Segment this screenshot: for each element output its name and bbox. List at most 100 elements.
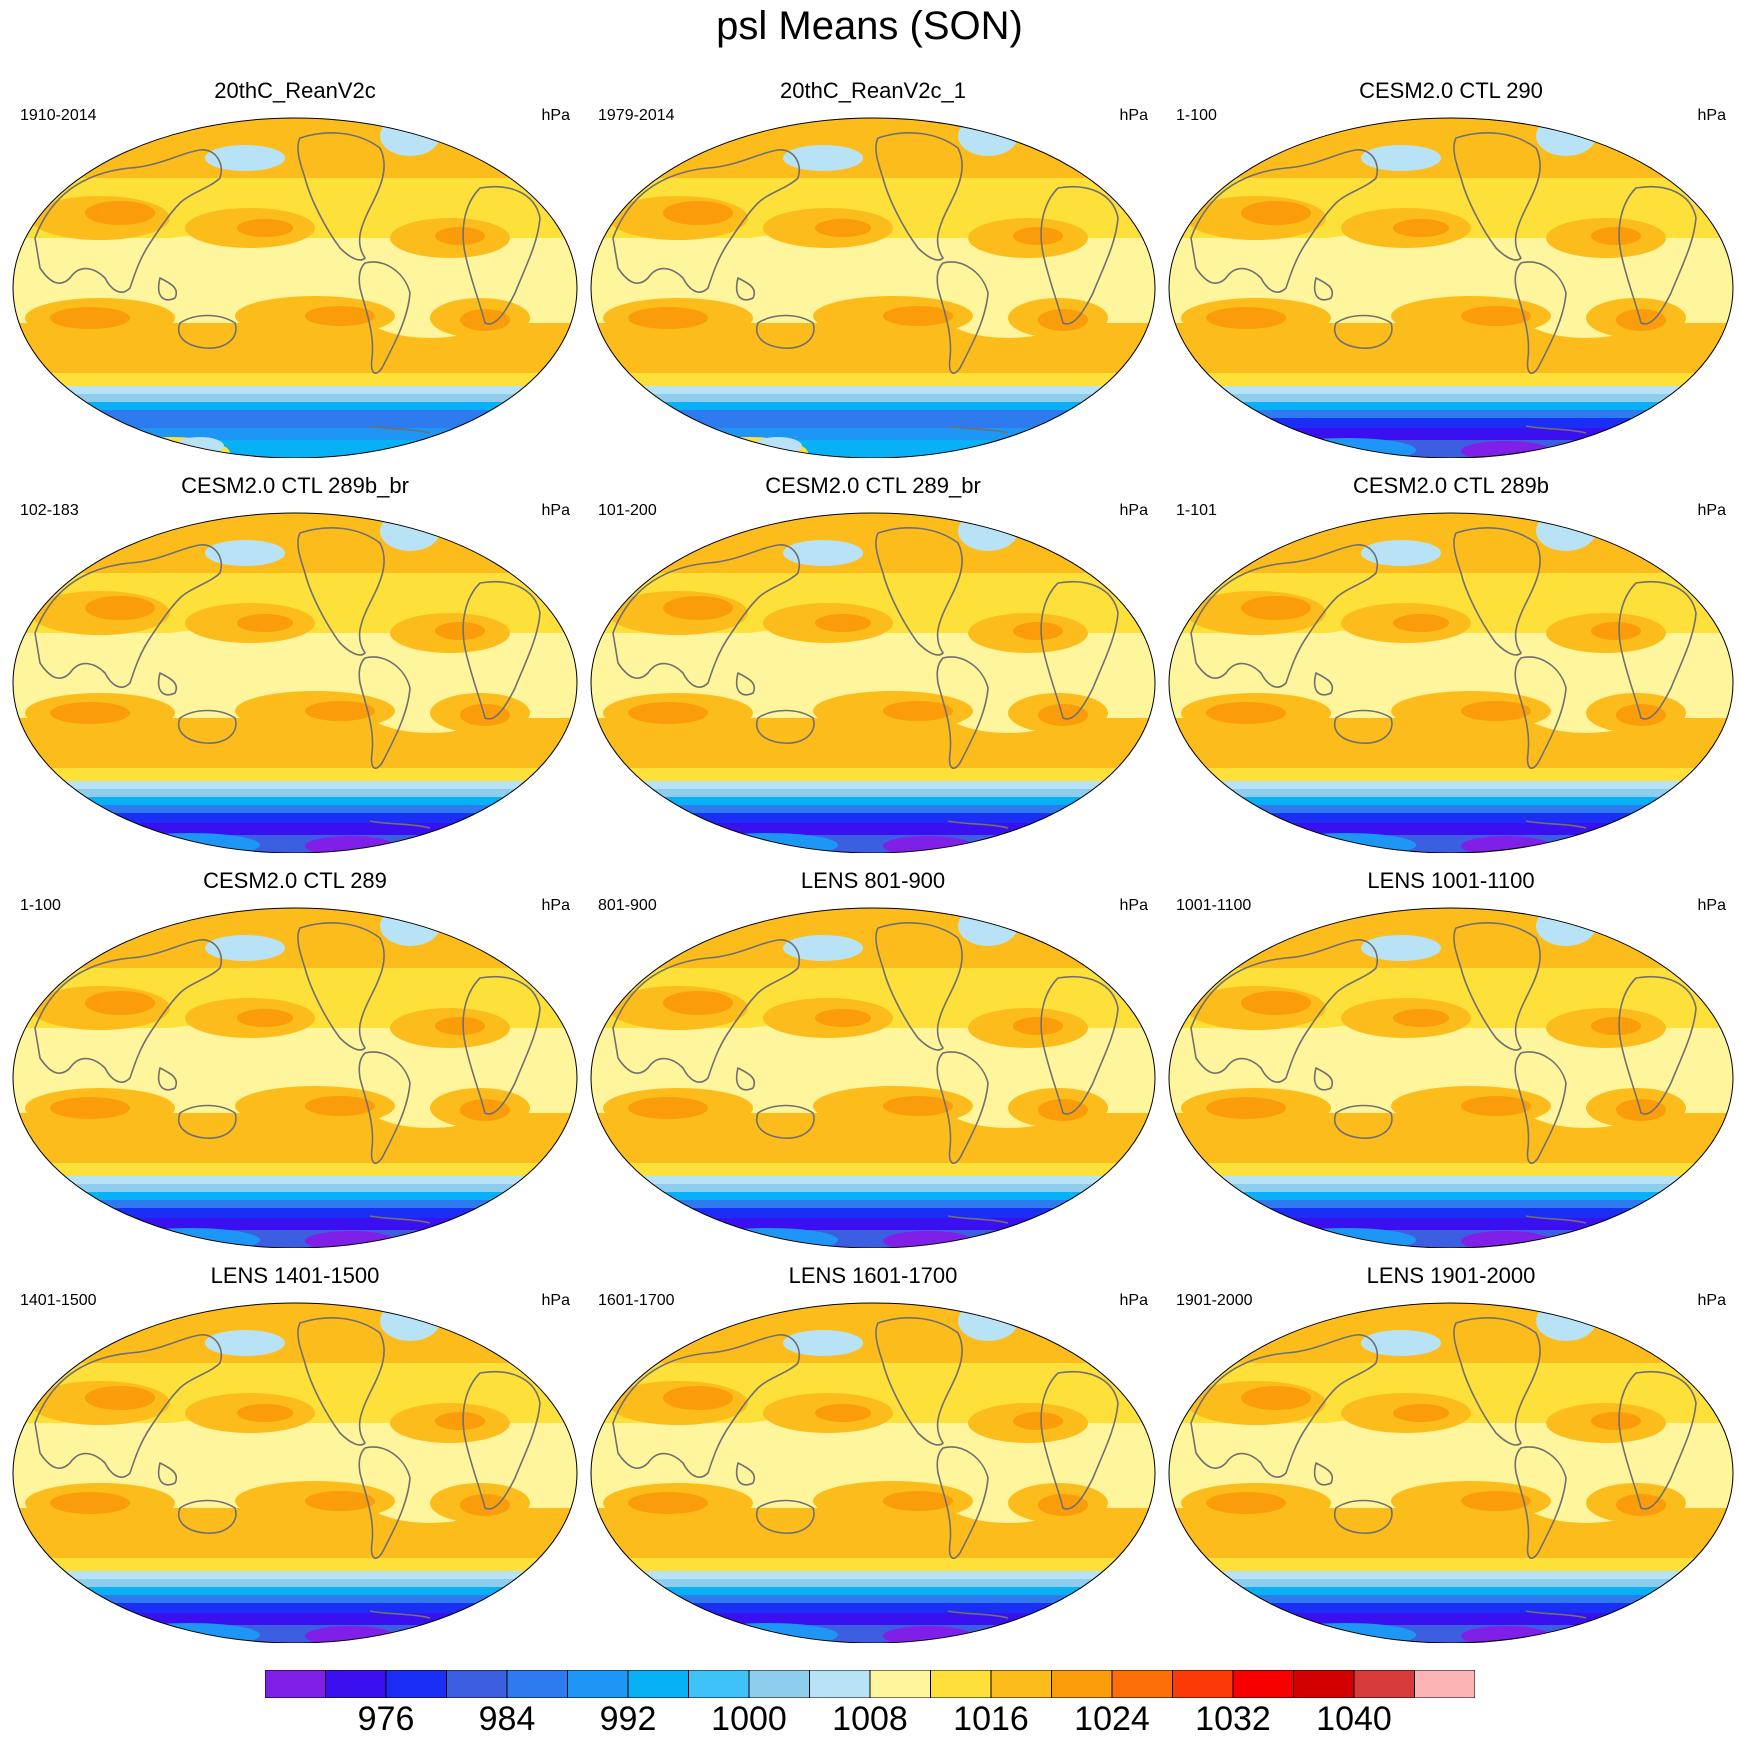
coastline bbox=[358, 656, 411, 769]
coastline bbox=[1618, 1371, 1697, 1510]
coastline bbox=[875, 922, 963, 1051]
coastline bbox=[875, 132, 963, 261]
antarctic-interior-pale bbox=[754, 437, 802, 455]
north-atlantic-high-core bbox=[1013, 1412, 1063, 1430]
north-pacific-high-core bbox=[815, 614, 871, 632]
coastline bbox=[936, 656, 989, 769]
siberian-high-core bbox=[85, 1386, 155, 1410]
indian-ocean-high-core bbox=[50, 1097, 130, 1119]
north-pacific-high-core bbox=[237, 1404, 293, 1422]
map-outline bbox=[12, 907, 578, 1248]
indian-ocean-high-core bbox=[628, 702, 708, 724]
band-antarctica bbox=[1169, 1230, 1733, 1248]
icelandic-low bbox=[1536, 1303, 1596, 1341]
panel-period: 801-900 bbox=[598, 897, 657, 914]
pressure-field bbox=[1169, 118, 1733, 458]
band-south-1008 bbox=[1169, 1571, 1733, 1579]
band-south-transition bbox=[1169, 768, 1733, 781]
icelandic-low bbox=[380, 513, 440, 551]
colorbar-swatch bbox=[1293, 1670, 1355, 1698]
band-south-988 bbox=[1169, 410, 1733, 418]
pressure-field bbox=[13, 908, 577, 1248]
band-antarctica bbox=[1169, 835, 1733, 853]
panel-units: hPa bbox=[541, 502, 570, 519]
coastline bbox=[358, 261, 411, 374]
siberian-high-core bbox=[1241, 991, 1311, 1015]
band-south-transition bbox=[13, 768, 577, 781]
panel-title: LENS 801-900 bbox=[800, 868, 946, 893]
band-south-980 bbox=[591, 1603, 1155, 1613]
icelandic-low bbox=[380, 1303, 440, 1341]
band-south-980 bbox=[591, 1208, 1155, 1218]
band-southern-ocean bbox=[1169, 823, 1733, 835]
band-south-transition bbox=[1169, 373, 1733, 386]
coastline bbox=[1525, 1610, 1587, 1619]
band-south-1004 bbox=[591, 789, 1155, 797]
coastline bbox=[1453, 132, 1541, 261]
band-south-1008 bbox=[1169, 1176, 1733, 1184]
band-arctic bbox=[1169, 513, 1733, 573]
indian-ocean-high-core bbox=[1206, 1492, 1286, 1514]
colorbar-swatch bbox=[809, 1670, 871, 1698]
map-outline bbox=[590, 1302, 1156, 1643]
pressure-field bbox=[13, 118, 577, 458]
map-panel: CESM2.0 CTL 289_br 101-200 hPa bbox=[588, 473, 1158, 853]
map-outline bbox=[12, 512, 578, 853]
band-south-transition bbox=[13, 1163, 577, 1176]
band-south-1004 bbox=[591, 394, 1155, 402]
colorbar-swatch bbox=[325, 1670, 387, 1698]
coastline bbox=[297, 922, 385, 1051]
band-south-996 bbox=[1169, 1192, 1733, 1200]
colorbar-swatch bbox=[1232, 1670, 1294, 1698]
coastline bbox=[462, 976, 541, 1115]
coastline bbox=[178, 1104, 237, 1139]
icelandic-low bbox=[1536, 118, 1596, 156]
coastline bbox=[178, 709, 237, 744]
aleutian-low bbox=[783, 935, 863, 961]
band-south-980 bbox=[1169, 418, 1733, 428]
map-panel: 20thC_ReanV2c_1 1979-2014 hPa bbox=[588, 78, 1158, 458]
aleutian-low bbox=[783, 145, 863, 171]
band-south-996 bbox=[1169, 1587, 1733, 1595]
siberian-high-core bbox=[1241, 201, 1311, 225]
coastline bbox=[1313, 672, 1334, 696]
coastline bbox=[1525, 425, 1587, 434]
panel-units: hPa bbox=[1697, 502, 1726, 519]
south-pacific-high-core bbox=[305, 306, 375, 326]
coastline bbox=[1453, 1317, 1541, 1446]
panel-units: hPa bbox=[1119, 1292, 1148, 1309]
coastline bbox=[1190, 1334, 1378, 1478]
north-atlantic-high-core bbox=[435, 1017, 485, 1035]
band-south-1004 bbox=[1169, 1184, 1733, 1192]
indian-ocean-high-core bbox=[628, 307, 708, 329]
colorbar-swatch bbox=[1111, 1670, 1173, 1698]
colorbar-tick-label: 1016 bbox=[953, 1700, 1029, 1738]
south-pacific-high-core bbox=[883, 701, 953, 721]
band-antarctica bbox=[1169, 1625, 1733, 1643]
coastline bbox=[1040, 976, 1119, 1115]
coastline bbox=[1190, 149, 1378, 293]
colorbar-swatch bbox=[990, 1670, 1052, 1698]
pressure-field bbox=[591, 118, 1155, 458]
coastline bbox=[1514, 261, 1567, 374]
coastline bbox=[936, 1051, 989, 1164]
band-south-996 bbox=[591, 797, 1155, 805]
band-south-996 bbox=[13, 402, 577, 410]
coastline bbox=[369, 425, 431, 434]
colorbar-swatch bbox=[1414, 1670, 1475, 1698]
band-south-980 bbox=[591, 418, 1155, 428]
coastline bbox=[756, 1104, 815, 1139]
band-south-988 bbox=[591, 805, 1155, 813]
siberian-high-core bbox=[85, 201, 155, 225]
band-south-1004 bbox=[13, 394, 577, 402]
colorbar-tick-label: 984 bbox=[478, 1700, 536, 1738]
band-south-988 bbox=[1169, 805, 1733, 813]
coastline bbox=[297, 527, 385, 656]
band-south-980 bbox=[13, 1208, 577, 1218]
band-southern-ocean bbox=[591, 1218, 1155, 1230]
panel-title: CESM2.0 CTL 289_br bbox=[765, 473, 981, 498]
panel-title: CESM2.0 CTL 290 bbox=[1359, 78, 1543, 103]
panel-period: 1901-2000 bbox=[1176, 1292, 1253, 1309]
north-atlantic-high-core bbox=[1591, 1017, 1641, 1035]
siberian-high-core bbox=[85, 596, 155, 620]
